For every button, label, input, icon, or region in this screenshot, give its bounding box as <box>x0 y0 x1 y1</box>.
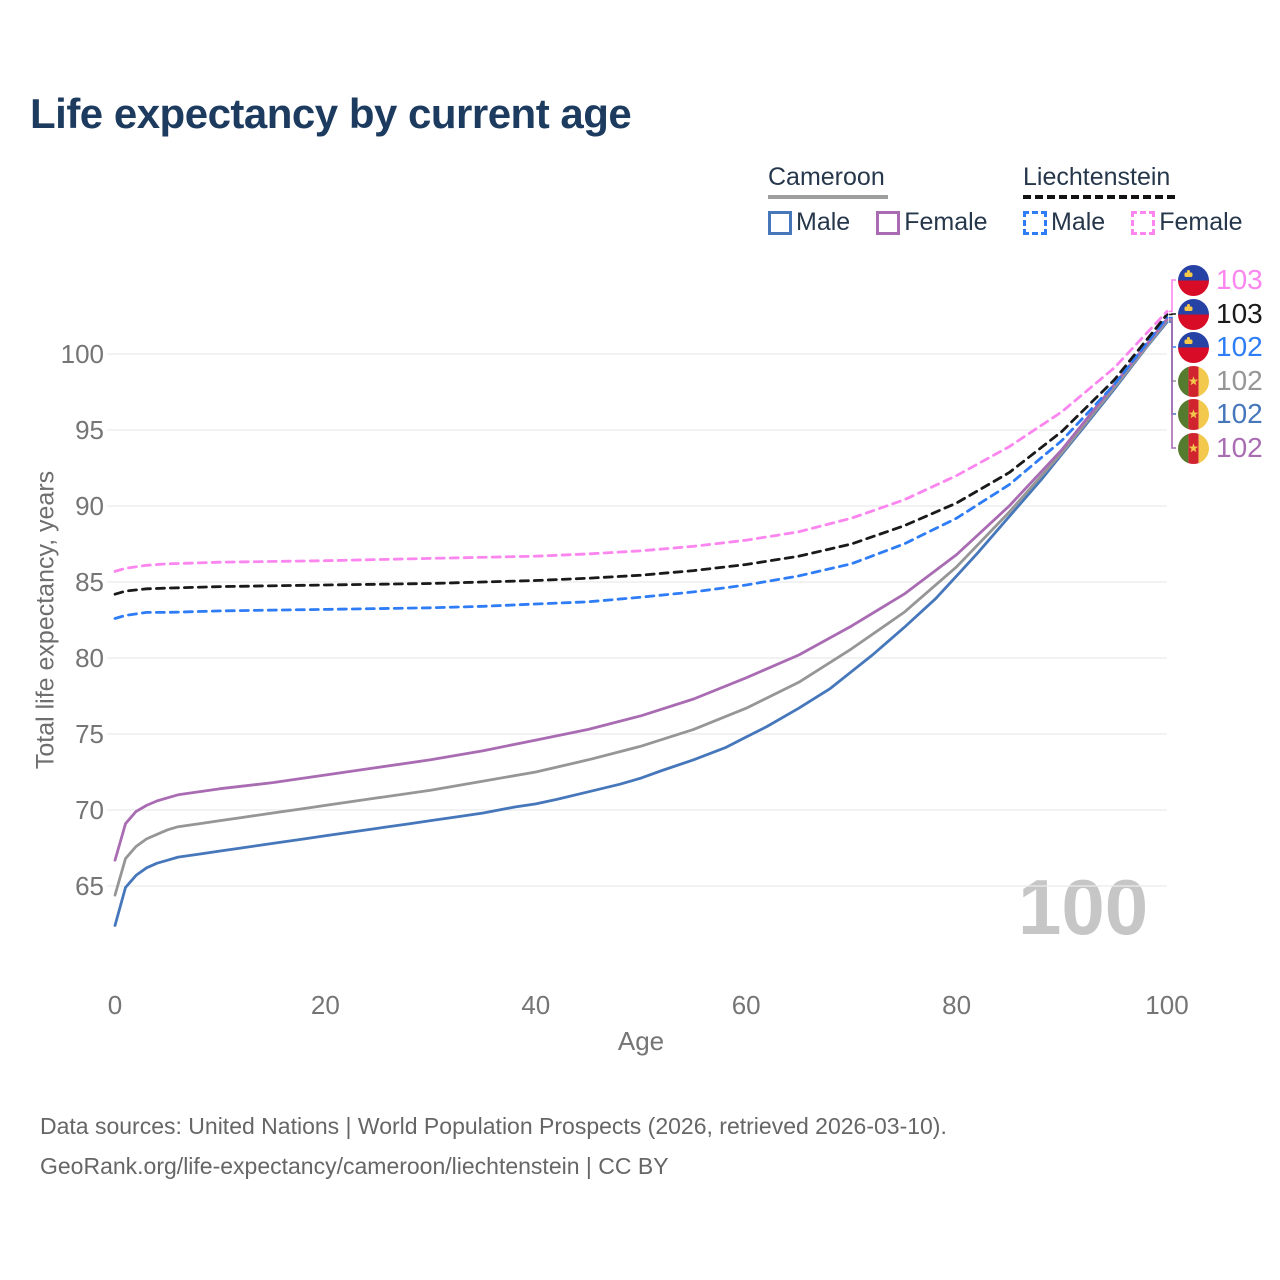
legend-cameroon-title: Cameroon <box>768 163 885 191</box>
legend-item-label: Female <box>1159 208 1243 236</box>
y-tick-label: 65 <box>75 871 104 901</box>
cameroon-male-swatch-icon <box>768 210 792 235</box>
end-value: 102 <box>1216 365 1263 396</box>
end-label-row: 102 <box>1178 398 1263 430</box>
end-label-row: 102 <box>1178 331 1263 363</box>
x-tick-label: 0 <box>107 990 123 1020</box>
legend-item-label: Male <box>1051 208 1106 236</box>
x-tick-label: 60 <box>731 990 761 1020</box>
series-line-liechtenstein_male[interactable] <box>113 316 1169 620</box>
liechtenstein-female-swatch-icon <box>1131 210 1156 235</box>
legend-item-cameroon-male[interactable]: Male <box>768 208 850 237</box>
y-tick-label: 80 <box>75 643 104 673</box>
x-tick-label: 100 <box>1145 990 1189 1020</box>
y-axis-title: Total life expectancy, years <box>31 470 60 770</box>
legend-item-label: Male <box>796 208 851 236</box>
legend-item-cameroon-female[interactable]: Female <box>876 208 988 237</box>
cameroon-female-swatch-icon <box>876 210 901 235</box>
liechtenstein-male-swatch-icon <box>1023 210 1047 235</box>
end-value: 102 <box>1216 398 1263 429</box>
leader-line <box>1169 313 1176 316</box>
legend-cameroon-solid-line-swatch <box>768 195 888 199</box>
y-tick-label: 95 <box>75 415 104 445</box>
cameroon-flag-icon <box>1178 432 1209 464</box>
legend-item-label: Female <box>904 208 988 236</box>
end-value: 103 <box>1216 298 1263 329</box>
footer-data-sources: Data sources: United Nations | World Pop… <box>40 1113 947 1139</box>
leader-line <box>1169 279 1176 313</box>
cameroon-flag-icon <box>1178 398 1209 430</box>
legend-liechtenstein-title: Liechtenstein <box>1023 163 1171 191</box>
end-label-row: 102 <box>1178 432 1263 464</box>
x-tick-label: 20 <box>310 990 340 1020</box>
y-tick-label: 70 <box>75 795 104 825</box>
end-value: 102 <box>1216 432 1263 463</box>
liechtenstein-flag-icon <box>1178 298 1209 330</box>
y-tick-label: 85 <box>75 567 104 597</box>
series-line-cameroon_female[interactable] <box>113 317 1169 862</box>
footer: Data sources: United Nations | World Pop… <box>40 1106 947 1187</box>
end-value: 102 <box>1216 331 1263 362</box>
y-tick-label: 75 <box>75 719 104 749</box>
footer-attribution[interactable]: GeoRank.org/life-expectancy/cameroon/lie… <box>40 1153 669 1180</box>
x-axis-title: Age <box>617 1026 665 1056</box>
end-label-row: 103 <box>1178 298 1263 330</box>
x-tick-label: 80 <box>942 990 972 1020</box>
series-line-liechtenstein_total[interactable] <box>113 313 1169 596</box>
watermark-hover-age: 100 <box>1018 863 1149 951</box>
end-label-row: 103 <box>1178 264 1263 296</box>
liechtenstein-flag-icon <box>1178 331 1209 363</box>
series-line-liechtenstein_female[interactable] <box>113 309 1169 573</box>
x-tick-label: 40 <box>521 990 551 1020</box>
legend-liechtenstein-dashed-line-swatch <box>1023 195 1175 199</box>
y-tick-label: 90 <box>75 491 104 521</box>
end-label-row: 102 <box>1178 365 1263 397</box>
series-line-cameroon_male[interactable] <box>113 320 1169 927</box>
series-line-cameroon_total[interactable] <box>113 319 1169 897</box>
page-title: Life expectancy by current age <box>30 90 632 137</box>
legend-group-cameroon: Cameroon Male Female <box>768 163 1014 237</box>
leader-line <box>1169 318 1176 449</box>
legend-item-liechtenstein-male[interactable]: Male <box>1023 208 1105 237</box>
legend-group-liechtenstein: Liechtenstein Male Female <box>1023 163 1269 237</box>
end-value: 103 <box>1216 264 1263 295</box>
cameroon-flag-icon <box>1178 365 1209 397</box>
liechtenstein-flag-icon <box>1178 264 1209 296</box>
y-tick-label: 100 <box>60 339 104 369</box>
legend-item-liechtenstein-female[interactable]: Female <box>1131 208 1243 237</box>
